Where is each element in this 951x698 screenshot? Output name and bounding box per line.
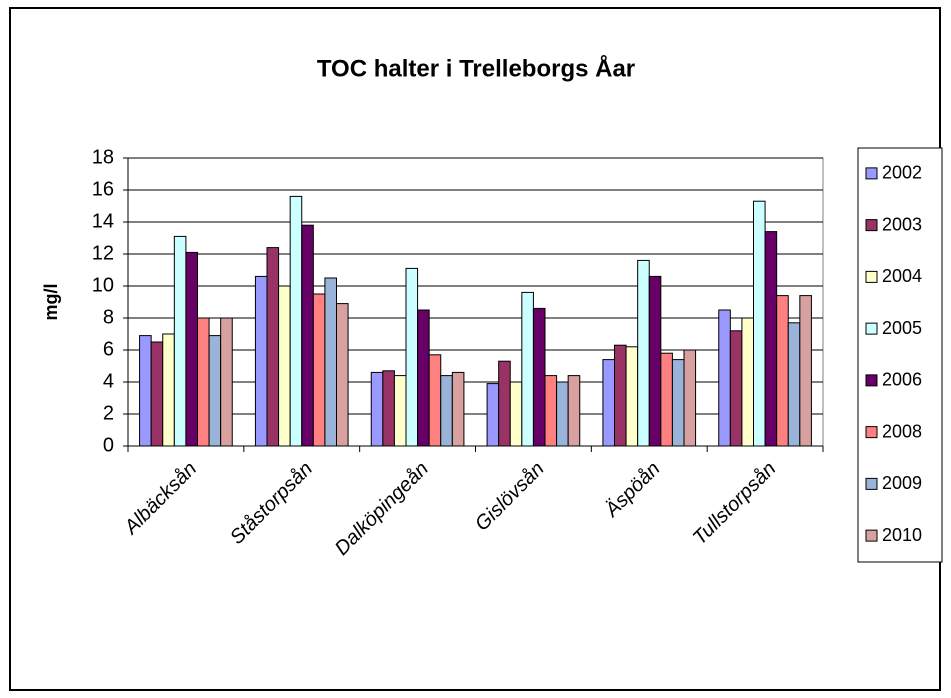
y-tick-label: 10 <box>92 274 114 296</box>
bar <box>718 309 731 447</box>
bar <box>660 352 673 447</box>
bar <box>324 277 337 447</box>
bar <box>486 383 500 447</box>
bar <box>197 317 210 447</box>
bar <box>451 371 465 447</box>
bar <box>567 375 581 447</box>
bar <box>139 335 152 447</box>
y-tick-label: 12 <box>92 242 114 264</box>
bar <box>532 307 546 447</box>
legend-label: 2010 <box>882 525 922 545</box>
y-tick-label: 14 <box>92 210 114 232</box>
y-tick-label: 18 <box>92 146 114 168</box>
bar <box>683 349 697 447</box>
bar <box>787 322 801 447</box>
bar <box>625 346 639 447</box>
legend-label: 2005 <box>882 318 922 338</box>
bar <box>289 195 303 447</box>
y-tick-label: 16 <box>92 178 114 200</box>
bar <box>753 200 766 447</box>
bar <box>220 317 233 447</box>
legend-swatch <box>865 270 878 283</box>
bar <box>544 375 558 447</box>
bar <box>312 293 326 447</box>
bar <box>301 224 314 447</box>
legend-label: 2006 <box>882 370 922 390</box>
legend-label: 2003 <box>882 214 922 234</box>
legend-label: 2004 <box>882 266 922 286</box>
legend-swatch <box>865 477 878 490</box>
bar <box>741 317 755 447</box>
legend-label: 2008 <box>882 421 922 441</box>
bar <box>440 375 453 447</box>
bar <box>185 251 199 447</box>
legend-swatch <box>865 529 878 542</box>
bar <box>382 370 395 447</box>
chart-title: TOC halter i Trelleborgs Åar <box>317 54 635 82</box>
bar <box>370 371 384 447</box>
bar <box>648 275 662 447</box>
bar <box>498 360 511 447</box>
legend-swatch <box>865 219 878 232</box>
bar <box>614 344 627 447</box>
plot-area <box>127 157 824 447</box>
legend-box <box>857 147 943 563</box>
y-tick-label: 4 <box>103 370 114 392</box>
bar <box>393 375 407 447</box>
bar <box>208 335 222 447</box>
legend-swatch <box>865 322 878 335</box>
y-tick-label: 8 <box>103 306 114 328</box>
bar <box>637 259 650 447</box>
legend-swatch <box>865 374 878 387</box>
legend-label: 2009 <box>882 473 922 493</box>
bar <box>278 285 291 447</box>
bar <box>254 275 268 447</box>
bar <box>521 291 534 447</box>
legend-swatch <box>865 426 878 439</box>
bar <box>556 381 569 447</box>
bar <box>799 295 812 447</box>
bar <box>729 330 743 447</box>
y-tick-label: 6 <box>103 338 114 360</box>
bar <box>266 247 280 447</box>
legend-swatch <box>865 167 878 180</box>
bar <box>602 359 616 447</box>
bar <box>150 341 164 447</box>
bar <box>417 309 430 447</box>
bar <box>764 231 778 447</box>
y-axis-label: mg/l <box>41 283 61 320</box>
bar <box>671 359 685 447</box>
y-tick-label: 2 <box>103 402 114 424</box>
bar <box>405 267 419 447</box>
bar <box>509 381 523 447</box>
legend-label: 2002 <box>882 163 922 183</box>
bar <box>336 303 349 447</box>
y-tick-label: 0 <box>103 434 114 456</box>
bar <box>776 295 789 447</box>
bar <box>173 235 187 447</box>
bar <box>428 354 442 447</box>
bar <box>162 333 175 447</box>
